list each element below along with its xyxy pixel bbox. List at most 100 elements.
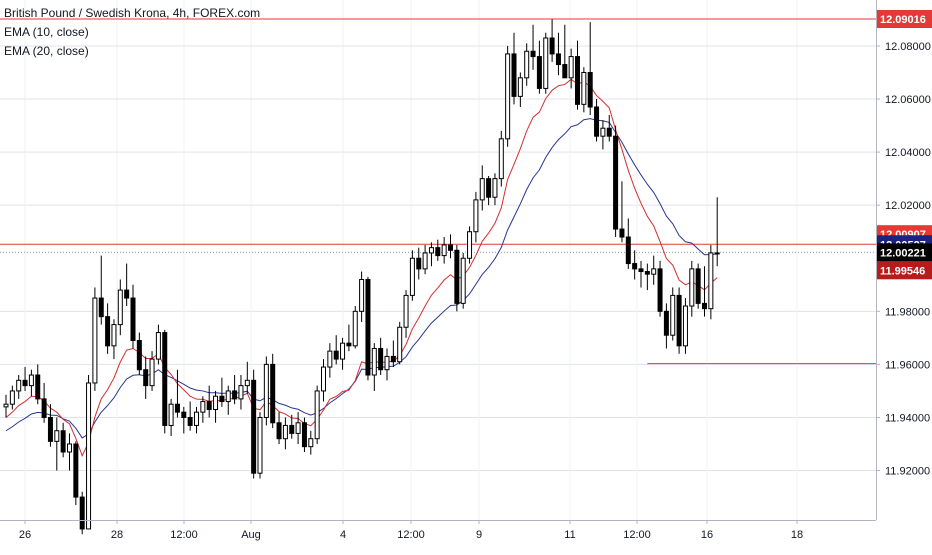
candle[interactable] [105, 316, 111, 347]
candle[interactable] [663, 310, 669, 336]
candle[interactable] [111, 324, 117, 347]
candle[interactable] [638, 268, 644, 273]
candle[interactable] [467, 231, 473, 259]
candle[interactable] [79, 496, 85, 530]
candle[interactable] [486, 178, 492, 198]
candle[interactable] [498, 138, 504, 180]
candle[interactable] [435, 247, 441, 257]
candle[interactable] [314, 390, 320, 440]
legend-ema20[interactable]: EMA (20, close) [4, 44, 89, 58]
candle[interactable] [409, 257, 415, 296]
candle[interactable] [60, 430, 66, 453]
price-label-tag[interactable] [877, 243, 932, 262]
candle[interactable] [340, 342, 346, 360]
candle[interactable] [581, 71, 587, 105]
candle[interactable] [689, 268, 695, 307]
candle[interactable] [511, 53, 517, 97]
candle[interactable] [575, 56, 580, 105]
candle[interactable] [162, 332, 168, 426]
candle[interactable] [130, 297, 136, 342]
candle[interactable] [651, 268, 657, 275]
candle[interactable] [492, 178, 498, 198]
ema10-line[interactable] [5, 78, 718, 457]
candle[interactable] [200, 401, 206, 413]
candle[interactable] [632, 263, 638, 270]
candle[interactable] [562, 64, 568, 79]
candle[interactable] [238, 385, 244, 400]
candle[interactable] [333, 350, 339, 360]
candle[interactable] [448, 244, 453, 251]
candle[interactable] [359, 278, 365, 312]
candle[interactable] [644, 271, 650, 275]
candle[interactable] [378, 347, 384, 371]
candle[interactable] [73, 443, 79, 498]
candle[interactable] [619, 228, 625, 238]
price-label-tag[interactable] [877, 261, 932, 280]
candle[interactable] [168, 403, 174, 426]
candle[interactable] [587, 71, 593, 108]
candle[interactable] [371, 347, 377, 376]
candle[interactable] [625, 236, 631, 265]
candle[interactable] [117, 289, 123, 326]
candle[interactable] [517, 77, 523, 97]
candle[interactable] [54, 430, 60, 442]
candle[interactable] [321, 366, 326, 392]
candle[interactable] [695, 268, 701, 304]
candle[interactable] [403, 294, 409, 328]
legend-ema10[interactable]: EMA (10, close) [4, 25, 89, 39]
candle[interactable] [251, 379, 257, 474]
candle[interactable] [714, 252, 720, 255]
candle[interactable] [428, 247, 434, 254]
candle[interactable] [181, 411, 187, 418]
candle[interactable] [289, 424, 295, 434]
candle[interactable] [397, 326, 403, 363]
candle[interactable] [479, 178, 485, 201]
candle[interactable] [213, 395, 219, 411]
candle[interactable] [555, 53, 561, 66]
candle[interactable] [384, 355, 390, 371]
candle[interactable] [524, 50, 530, 79]
candle[interactable] [416, 257, 422, 270]
candle[interactable] [422, 252, 428, 270]
chart-title[interactable]: British Pound / Swedish Krona, 4h, FOREX… [4, 6, 261, 20]
candle[interactable] [244, 379, 250, 387]
candle[interactable] [194, 411, 199, 426]
candle[interactable] [327, 350, 333, 368]
candle[interactable] [282, 424, 288, 440]
candle[interactable] [136, 340, 142, 371]
candle[interactable] [682, 305, 688, 347]
candle[interactable] [47, 416, 53, 442]
candle[interactable] [124, 289, 130, 299]
candle[interactable] [263, 363, 269, 418]
candle[interactable] [301, 422, 307, 448]
candle[interactable] [86, 382, 92, 530]
candle[interactable] [505, 53, 511, 140]
candle[interactable] [530, 50, 536, 58]
candle[interactable] [22, 379, 28, 387]
candle[interactable] [606, 127, 612, 137]
candle[interactable] [28, 374, 34, 387]
candle[interactable] [702, 302, 707, 310]
candle[interactable] [670, 294, 676, 336]
candle[interactable] [536, 56, 542, 89]
price-label-tag[interactable] [877, 10, 932, 28]
candle[interactable] [35, 374, 41, 400]
candle[interactable] [352, 310, 358, 347]
candle[interactable] [9, 390, 15, 405]
candle[interactable] [41, 398, 47, 418]
candle[interactable] [92, 297, 98, 384]
candle[interactable] [600, 127, 606, 137]
candle[interactable] [67, 443, 72, 453]
candle[interactable] [174, 403, 180, 413]
candle[interactable] [473, 199, 479, 233]
candle[interactable] [232, 390, 238, 400]
candle[interactable] [549, 37, 555, 55]
candle[interactable] [295, 422, 301, 434]
candle[interactable] [187, 416, 193, 426]
candle[interactable] [308, 438, 314, 448]
candle[interactable] [155, 332, 161, 360]
candle[interactable] [708, 252, 714, 310]
candle[interactable] [613, 135, 619, 230]
candle[interactable] [143, 369, 149, 387]
